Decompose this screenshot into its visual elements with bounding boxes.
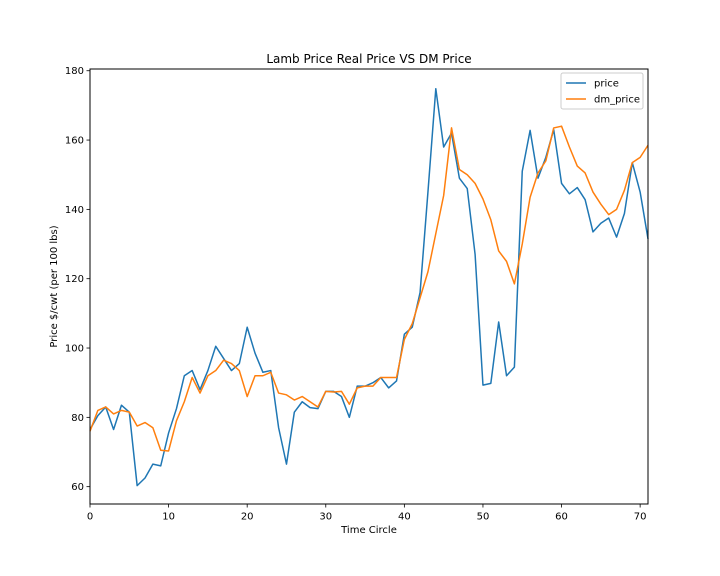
x-tick-label: 30 [319,512,332,523]
series-line-dm-price [89,125,649,452]
x-tick-label: 10 [162,512,175,523]
y-tick-label: 160 [65,136,84,147]
y-tick-label: 80 [71,413,84,424]
legend-label-price: price [594,79,619,90]
y-tick-label: 140 [65,205,84,216]
x-tick-label: 60 [555,512,568,523]
x-tick-label: 50 [477,512,490,523]
legend: price dm_price [560,72,644,110]
y-axis-label: Price $/cwt (per 100 lbs) [49,225,60,347]
x-tick-label: 20 [241,512,254,523]
x-tick-label: 40 [398,512,411,523]
x-axis-label: Time Circle [340,525,397,536]
series-layer [89,88,649,487]
chart-title: Lamb Price Real Price VS DM Price [266,52,471,66]
y-tick-label: 60 [71,482,84,493]
x-tick-label: 70 [634,512,647,523]
legend-label-dm-price: dm_price [594,95,640,106]
y-tick-label: 180 [65,66,84,77]
x-tick-label: 0 [87,512,93,523]
plot-frame [89,68,649,505]
axes-layer: 0 10 20 30 40 50 60 70 60 80 100 120 140 160 180 [65,66,647,522]
y-tick-label: 120 [65,274,84,285]
legend-box [560,72,644,110]
y-tick-label: 100 [65,344,84,355]
series-line-price [89,88,649,487]
